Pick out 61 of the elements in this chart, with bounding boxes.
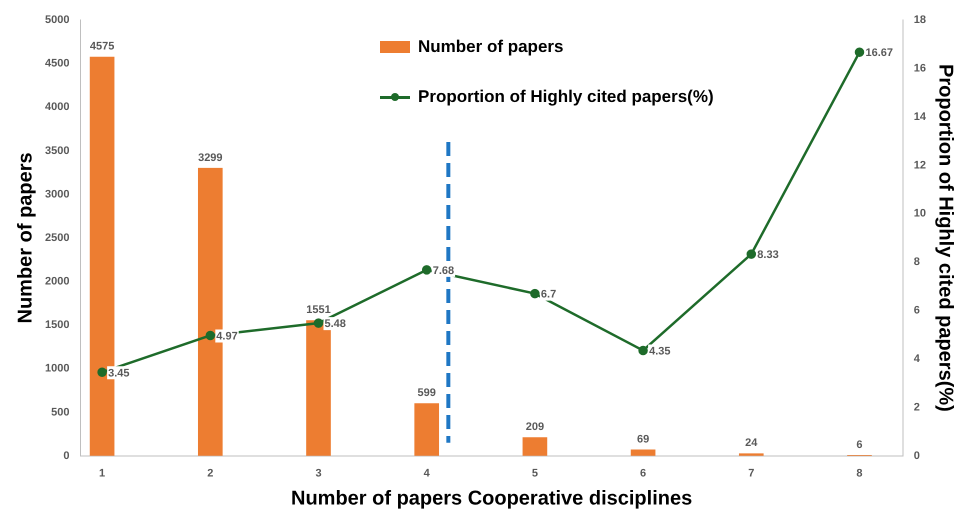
x-tick-label: 8 (856, 467, 863, 480)
y2-tick-label: 10 (914, 208, 926, 220)
x-tick-label: 5 (532, 467, 538, 480)
x-tick-label: 1 (99, 467, 106, 480)
y2-axis-title: Proportion of Highly cited papers(%) (934, 64, 956, 412)
legend-label: Number of papers (418, 37, 564, 57)
data-label: 4.97 (216, 330, 238, 342)
x-tick-label: 6 (640, 467, 646, 480)
y-tick-label: 3000 (44, 188, 70, 200)
data-label: 3299 (198, 152, 223, 164)
y-tick-label: 4500 (44, 58, 70, 70)
data-label: 24 (745, 437, 758, 450)
data-label: 8.33 (757, 249, 779, 262)
point (854, 47, 864, 57)
x-tick-label: 7 (748, 467, 754, 480)
y2-tick-label: 12 (914, 159, 926, 172)
point (97, 368, 107, 378)
data-label: 3.45 (108, 367, 130, 380)
data-label: 6 (856, 438, 863, 451)
y2-tick-label: 4 (914, 352, 921, 365)
y-tick-label: 5000 (44, 14, 70, 26)
x-tick-label: 2 (207, 467, 214, 480)
y2-tick-label: 16 (914, 62, 926, 74)
point (638, 346, 648, 356)
y-tick-label: 1000 (44, 362, 70, 375)
y2-tick-label: 2 (914, 401, 920, 414)
data-label: 69 (636, 433, 650, 446)
point (206, 330, 216, 340)
point (746, 249, 756, 259)
y-tick-label: 0 (63, 450, 70, 462)
x-axis-title: Number of papers Cooperative disciplines (291, 488, 692, 510)
data-label: 599 (418, 387, 436, 400)
point (530, 288, 540, 298)
y2-tick-label: 6 (914, 304, 920, 317)
data-label: 4575 (90, 40, 114, 53)
x-tick-label: 4 (424, 467, 431, 480)
bar (630, 449, 656, 456)
point (422, 265, 432, 275)
data-label: 6.7 (540, 288, 556, 301)
x-tick-label: 3 (315, 467, 322, 480)
data-label: 209 (526, 421, 544, 434)
data-label: 7.68 (432, 264, 454, 277)
bar (522, 437, 548, 456)
y2-tick-label: 14 (914, 110, 927, 123)
data-label: 5.48 (324, 318, 346, 330)
y-tick-label: 500 (51, 406, 70, 418)
data-label: 4.35 (649, 346, 671, 358)
y-tick-label: 1500 (44, 319, 70, 332)
y-axis-title: Number of papers (14, 152, 37, 324)
y-tick-label: 2500 (44, 232, 70, 244)
y2-tick-label: 8 (914, 256, 920, 268)
bar (414, 403, 440, 456)
y-tick-label: 2000 (44, 276, 70, 288)
y-tick-label: 3500 (44, 144, 70, 157)
data-label: 1551 (306, 304, 331, 316)
y2-tick-label: 18 (914, 14, 926, 26)
data-label: 16.67 (865, 47, 894, 60)
y-tick-label: 4000 (44, 101, 70, 114)
y2-tick-label: 0 (914, 450, 920, 462)
point (314, 318, 324, 328)
legend-label: Proportion of Highly cited papers(%) (418, 87, 714, 107)
